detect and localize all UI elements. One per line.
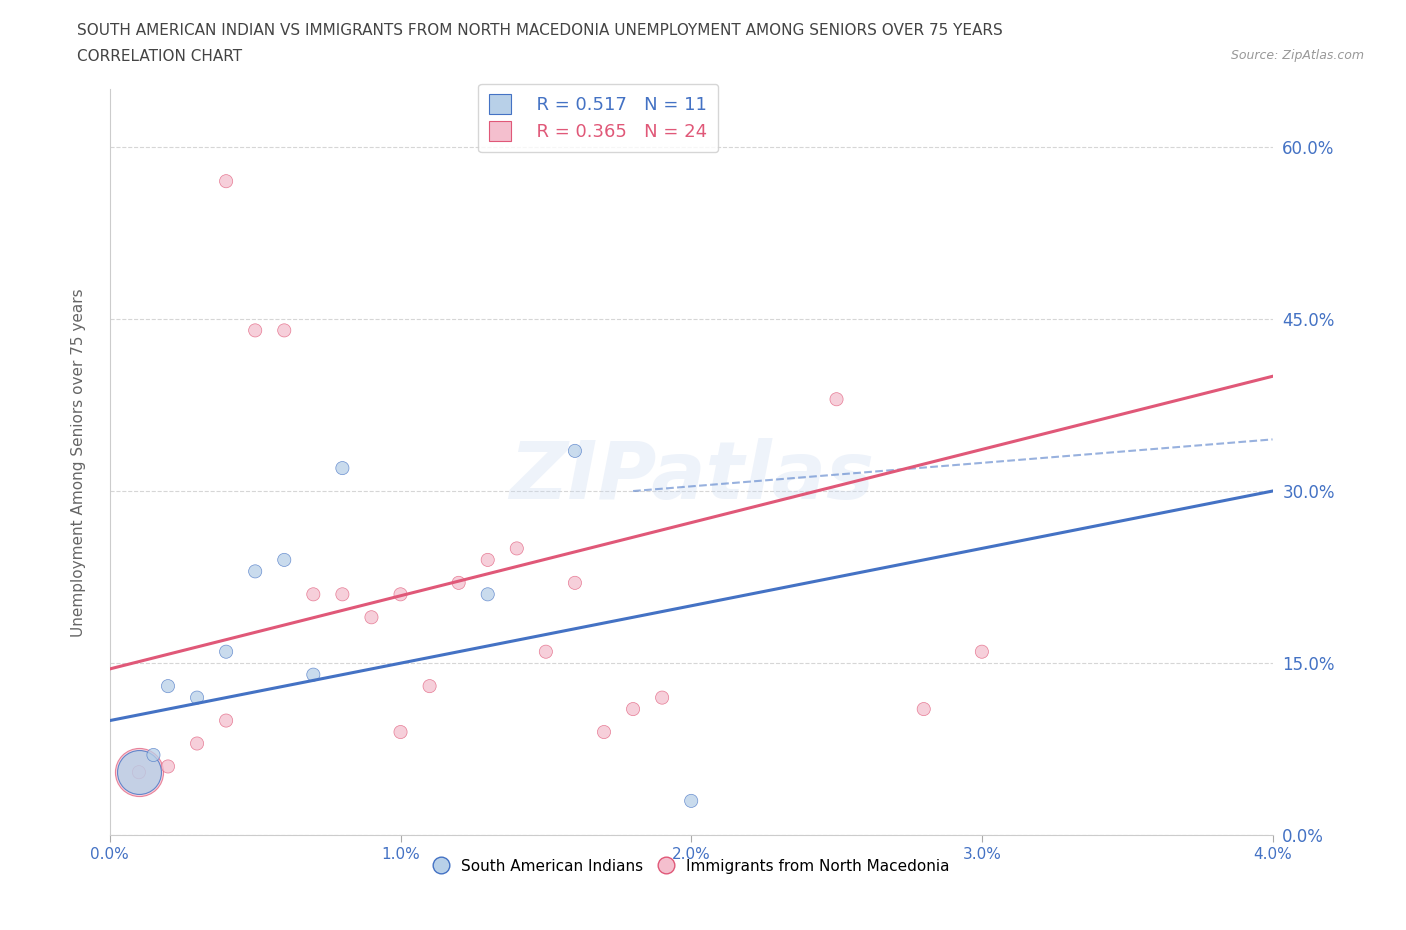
Y-axis label: Unemployment Among Seniors over 75 years: Unemployment Among Seniors over 75 years bbox=[72, 288, 86, 637]
Point bbox=[912, 701, 935, 716]
Point bbox=[215, 644, 238, 659]
Point bbox=[215, 174, 238, 189]
Point bbox=[593, 724, 616, 739]
Text: CORRELATION CHART: CORRELATION CHART bbox=[77, 49, 242, 64]
Point bbox=[332, 587, 354, 602]
Point bbox=[825, 392, 848, 406]
Legend: South American Indians, Immigrants from North Macedonia: South American Indians, Immigrants from … bbox=[427, 853, 955, 880]
Point bbox=[243, 323, 266, 338]
Point bbox=[273, 323, 295, 338]
Point bbox=[447, 576, 470, 591]
Point bbox=[156, 679, 179, 694]
Point bbox=[128, 764, 150, 779]
Point bbox=[273, 552, 295, 567]
Point bbox=[477, 552, 499, 567]
Point bbox=[651, 690, 673, 705]
Point bbox=[534, 644, 557, 659]
Point bbox=[389, 724, 412, 739]
Point bbox=[360, 610, 382, 625]
Point bbox=[564, 576, 586, 591]
Point bbox=[621, 701, 644, 716]
Point bbox=[156, 759, 179, 774]
Text: ZIPatlas: ZIPatlas bbox=[509, 438, 873, 516]
Point bbox=[477, 587, 499, 602]
Point bbox=[506, 541, 529, 556]
Point bbox=[243, 564, 266, 578]
Point bbox=[186, 736, 208, 751]
Point bbox=[142, 748, 165, 763]
Point bbox=[564, 444, 586, 458]
Point bbox=[186, 690, 208, 705]
Point bbox=[332, 460, 354, 475]
Point bbox=[419, 679, 441, 694]
Point bbox=[302, 667, 325, 682]
Point bbox=[128, 764, 150, 779]
Point bbox=[970, 644, 993, 659]
Point bbox=[681, 793, 703, 808]
Point bbox=[128, 764, 150, 779]
Text: Source: ZipAtlas.com: Source: ZipAtlas.com bbox=[1230, 49, 1364, 62]
Point bbox=[389, 587, 412, 602]
Point bbox=[215, 713, 238, 728]
Text: SOUTH AMERICAN INDIAN VS IMMIGRANTS FROM NORTH MACEDONIA UNEMPLOYMENT AMONG SENI: SOUTH AMERICAN INDIAN VS IMMIGRANTS FROM… bbox=[77, 23, 1002, 38]
Point bbox=[302, 587, 325, 602]
